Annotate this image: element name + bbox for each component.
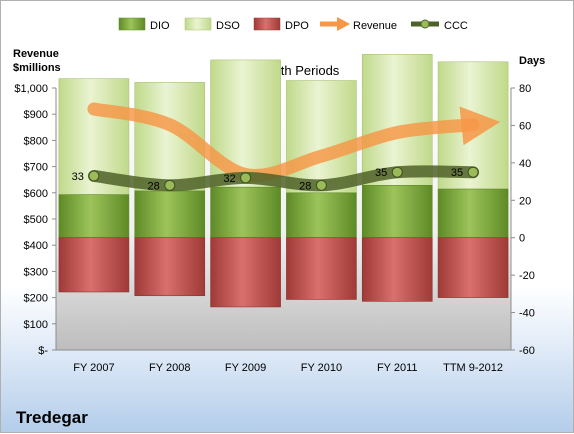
left-tick-label: $500 (24, 214, 48, 226)
left-tick-label: $600 (24, 188, 48, 200)
bar-dso (361, 54, 433, 186)
left-tick-label: $100 (24, 319, 48, 331)
right-axis-ticks: -60 -40 -20 0 20 40 60 80 (511, 83, 535, 357)
left-tick-label: $700 (24, 162, 48, 174)
left-axis-title-line1: Revenue (13, 48, 59, 60)
bar-dio (210, 186, 281, 239)
company-name: Tredegar (16, 408, 88, 427)
legend-label-dio: DIO (150, 20, 170, 32)
ccc-point (88, 170, 100, 182)
left-tick-label: $300 (24, 266, 48, 278)
legend-label-revenue: Revenue (353, 20, 397, 32)
left-tick-label: $400 (24, 240, 48, 252)
x-category-label: FY 2007 (73, 362, 114, 374)
right-tick-label: 60 (519, 120, 531, 132)
bar-dpo (437, 237, 509, 298)
ccc-data-label: 28 (299, 180, 311, 192)
bar-dio (361, 185, 433, 239)
ccc-line (87, 165, 480, 192)
ccc-point (391, 166, 403, 178)
bar-dpo (210, 237, 281, 308)
ccc-data-label: 33 (72, 171, 84, 183)
ccc-data-label: 32 (223, 173, 235, 185)
right-tick-label: 80 (519, 83, 531, 95)
legend-swatch-dio (118, 17, 146, 31)
legend-marker-ccc (420, 19, 430, 29)
bar-dpo (361, 237, 433, 302)
legend-item-ccc: CCC (411, 19, 468, 32)
ccc-point (240, 172, 252, 184)
right-axis-title: Days (519, 55, 545, 67)
bar-dio (58, 194, 130, 239)
right-tick-label: 0 (519, 233, 525, 245)
bar-dpo (58, 237, 130, 293)
ccc-point (315, 179, 327, 191)
revenue-line (87, 102, 501, 182)
ccc-series: 33 28 32 28 35 35 (72, 165, 480, 192)
legend-arrow-revenue (337, 17, 350, 31)
legend-swatch-dpo (253, 17, 281, 31)
bars-group (58, 54, 509, 308)
left-tick-label: $- (38, 345, 48, 357)
bar-dio (437, 188, 509, 239)
ccc-data-label: 35 (375, 167, 387, 179)
legend-item-revenue: Revenue (320, 17, 397, 32)
x-category-label: FY 2010 (301, 362, 342, 374)
x-category-label: FY 2009 (225, 362, 266, 374)
legend-label-dso: DSO (216, 20, 240, 32)
left-tick-label: $200 (24, 293, 48, 305)
x-category-label: FY 2008 (149, 362, 190, 374)
bar-dpo (134, 237, 206, 297)
revenue-series (87, 102, 501, 182)
right-tick-label: -20 (519, 270, 535, 282)
bar-dio (134, 190, 206, 239)
bar-dpo (286, 237, 357, 300)
right-tick-label: -60 (519, 345, 535, 357)
legend-item-dpo: DPO (253, 17, 309, 32)
right-tick-label: -40 (519, 308, 535, 320)
x-axis-categories: FY 2007 FY 2008 FY 2009 FY 2010 FY 2011 TTM 9… (73, 362, 503, 374)
ccc-point (164, 179, 176, 191)
legend-label-dpo: DPO (285, 20, 309, 32)
legend-item-dio: DIO (118, 17, 170, 32)
left-axis-ticks: $- $100 $200 $300 $400 $500 $600 $700 $800 $900 $1… (14, 83, 56, 357)
left-axis-title-line2: $millions (13, 62, 61, 74)
x-category-label: FY 2011 (377, 362, 418, 374)
x-category-label: TTM 9-2012 (443, 362, 503, 374)
legend-swatch-dso (184, 17, 212, 31)
bar-dso (286, 80, 357, 194)
legend-label-ccc: CCC (444, 20, 468, 32)
right-tick-label: 20 (519, 195, 531, 207)
left-tick-label: $800 (24, 135, 48, 147)
legend-item-dso: DSO (184, 17, 240, 32)
ccc-point (467, 166, 479, 178)
ccc-data-label: 35 (451, 167, 463, 179)
bar-dio (286, 192, 357, 239)
left-tick-label: $1,000 (14, 83, 48, 95)
left-tick-label: $900 (24, 109, 48, 121)
legend: DIO DSO DPO Revenue CCC (118, 17, 468, 32)
ccc-data-label: 28 (148, 180, 160, 192)
right-tick-label: 40 (519, 158, 531, 170)
